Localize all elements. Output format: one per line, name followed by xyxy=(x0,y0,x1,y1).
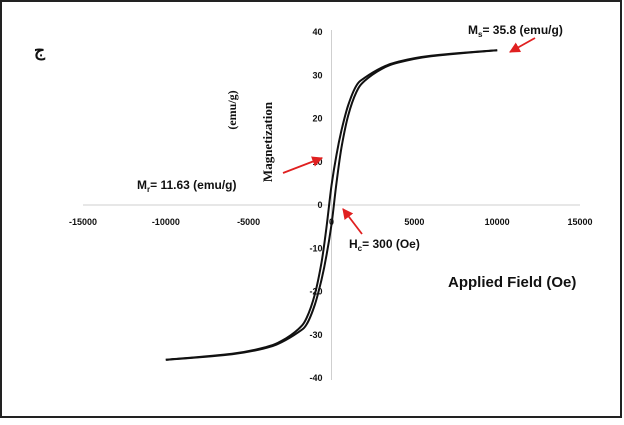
y-tick-label: -10 xyxy=(309,243,322,253)
x-tick-label: 15000 xyxy=(567,217,592,227)
annotation-hc-rest: = 300 (Oe) xyxy=(362,237,420,251)
x-tick-label: -15000 xyxy=(69,217,97,227)
series-layer xyxy=(165,49,498,361)
annotation-ms-rest: = 35.8 (emu/g) xyxy=(482,23,562,37)
annotation-hc: Hc= 300 (Oe) xyxy=(342,208,420,253)
x-tick-label: -10000 xyxy=(152,217,180,227)
x-tick-label: -5000 xyxy=(237,217,260,227)
annotation-mr-main: M xyxy=(137,178,147,192)
svg-text:Ms= 35.8 (emu/g): Ms= 35.8 (emu/g) xyxy=(468,23,563,39)
y-tick-label: -30 xyxy=(309,330,322,340)
annotation-hc-sub: c xyxy=(358,244,363,253)
x-tick-label: 5000 xyxy=(404,217,424,227)
y-axis-label-magnetization: Magnetization xyxy=(260,101,275,182)
annotation-mr-arrow xyxy=(282,156,324,174)
svg-text:Hc= 300 (Oe): Hc= 300 (Oe) xyxy=(349,237,420,253)
y-tick-label: 40 xyxy=(312,27,322,37)
annotation-ms-arrow xyxy=(509,37,536,53)
y-tick-label: 20 xyxy=(312,114,322,124)
series-ascending-branch xyxy=(165,49,498,361)
y-tick-label: 0 xyxy=(317,200,322,210)
panel-label: ج xyxy=(34,41,46,61)
annotation-mr-rest: = 11.63 (emu/g) xyxy=(150,178,236,192)
x-tick-label: 10000 xyxy=(485,217,510,227)
svg-text:Mr= 11.63 (emu/g): Mr= 11.63 (emu/g) xyxy=(137,178,237,194)
y-axis-label-unit: (emu/g) xyxy=(225,90,239,129)
y-tick-label: 30 xyxy=(312,70,322,80)
annotation-ms-sub: s xyxy=(478,30,483,39)
annotation-ms: Ms= 35.8 (emu/g) xyxy=(468,23,563,53)
annotation-hc-main: H xyxy=(349,237,358,251)
y-tick-label: -40 xyxy=(309,373,322,383)
x-axis-label: Applied Field (Oe) xyxy=(448,274,576,291)
series-descending-branch xyxy=(165,49,498,361)
annotation-mr-sub: r xyxy=(147,185,150,194)
annotation-hc-arrow xyxy=(342,208,363,235)
annotation-ms-main: M xyxy=(468,23,478,37)
annotation-mr: Mr= 11.63 (emu/g) xyxy=(137,156,324,194)
